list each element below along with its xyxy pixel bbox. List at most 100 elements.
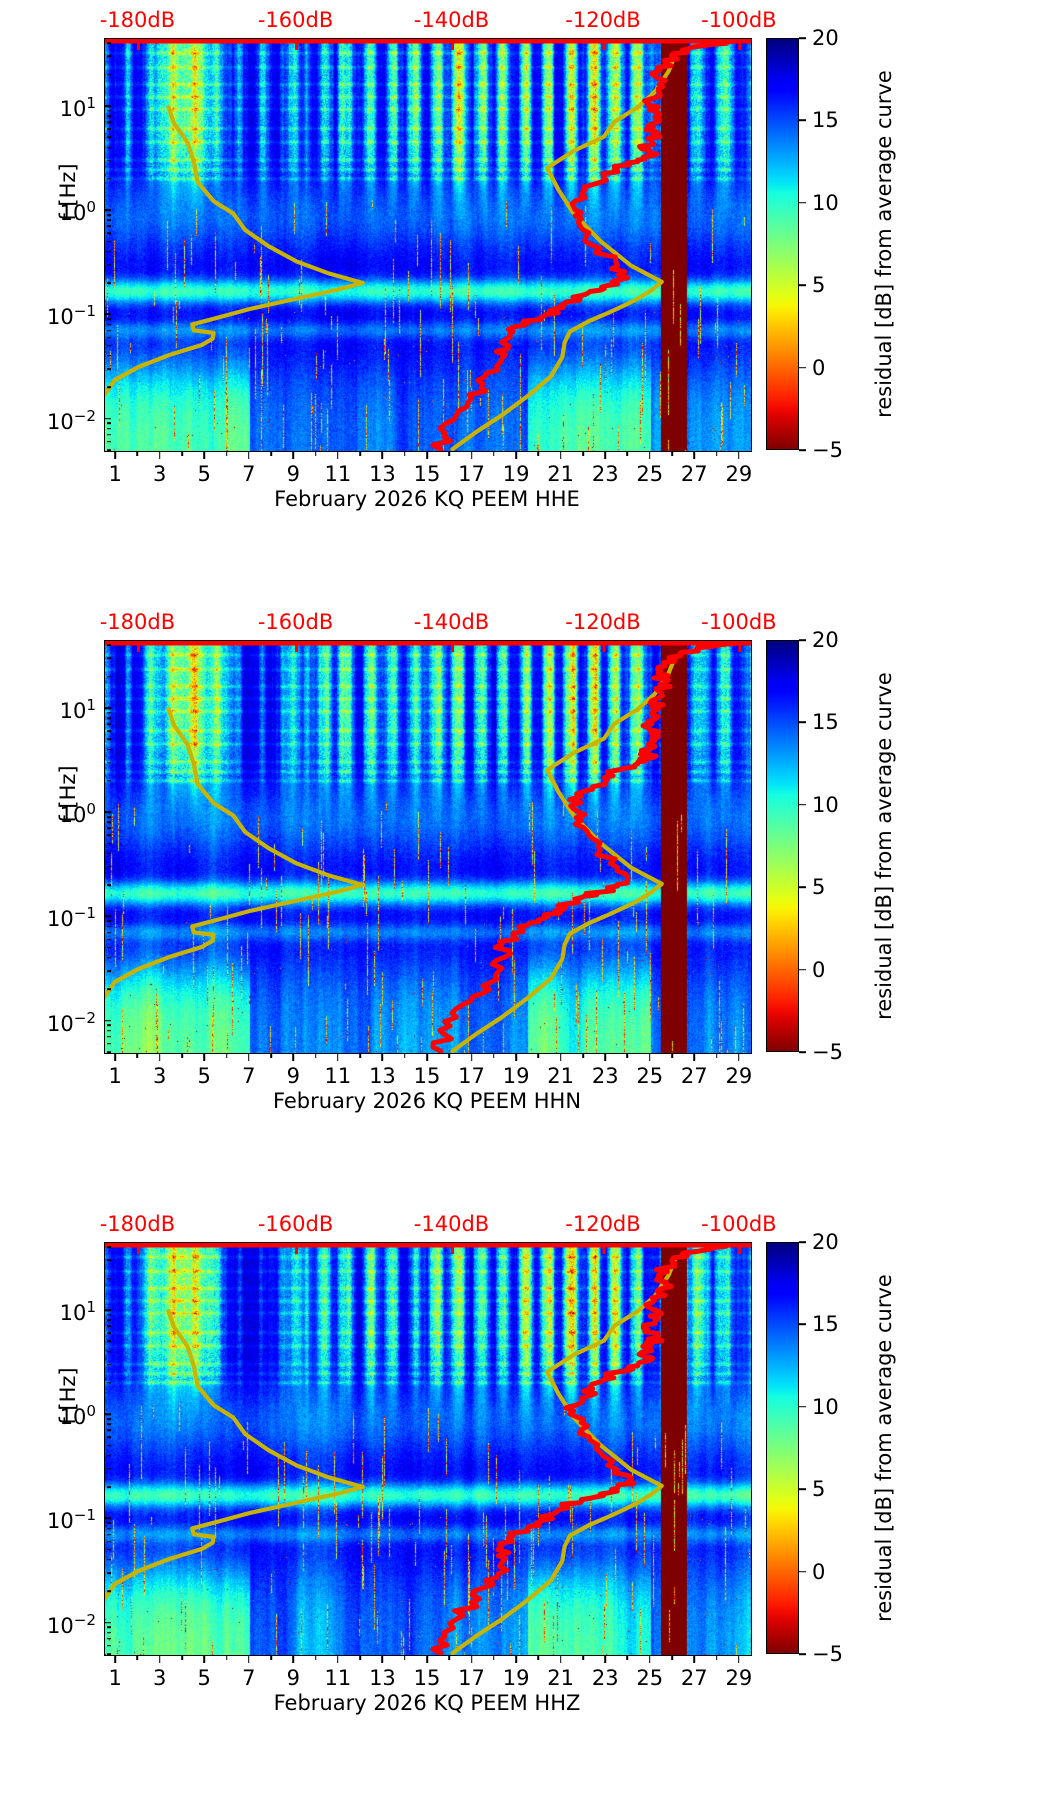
colorbar-0: residual [dB] from average curve 20 15 10 5… — [766, 27, 996, 461]
x-axis-tick-label: 7 — [242, 1064, 256, 1088]
x-axis-tick-mark — [203, 1656, 206, 1663]
x-axis-tick-label: 27 — [680, 1064, 708, 1088]
y-axis-minor-tick — [107, 178, 111, 180]
x-axis-tick-mark — [114, 1656, 116, 1663]
x-axis-tick-mark — [693, 452, 696, 459]
x-axis-tick-label: 11 — [324, 1666, 352, 1690]
x-axis-minor-tick — [359, 1656, 361, 1660]
y-axis-minor-tick — [107, 748, 111, 751]
x-axis-tick-label: 15 — [413, 462, 441, 486]
x-axis-tick-mark — [337, 1054, 339, 1061]
y-axis-minor-tick — [107, 644, 111, 647]
y-axis-minor-tick — [107, 780, 111, 782]
y-axis-minor-tick — [107, 232, 111, 235]
x-axis-title-2: February 2026 KQ PEEM HHZ — [273, 1691, 581, 1715]
y-axis-tick-mark — [104, 1019, 111, 1022]
y-axis-tick-mark — [104, 105, 111, 107]
y-axis-minor-tick — [107, 449, 111, 451]
y-axis-tick-label: 101 — [59, 1298, 96, 1326]
y-axis-minor-tick — [107, 821, 111, 824]
x-axis-tick-label: 1 — [108, 1064, 122, 1088]
colorbar-tick-label: 5 — [812, 1477, 826, 1502]
x-axis-minor-tick — [448, 1054, 451, 1058]
x-axis-tick-mark — [203, 452, 206, 459]
top-db-label: -100dB — [701, 610, 777, 634]
y-axis-minor-tick — [107, 931, 111, 934]
y-axis-minor-tick — [107, 1527, 111, 1530]
colorbar-tick-mark — [799, 1323, 806, 1326]
y-axis-minor-tick — [107, 1637, 111, 1640]
y-axis-minor-tick — [107, 427, 111, 430]
colorbar-tick-label: −5 — [812, 1642, 843, 1666]
y-axis-tick-mark — [104, 209, 111, 212]
y-axis-tick-label: 101 — [59, 94, 96, 122]
x-axis-minor-tick — [448, 452, 451, 456]
y-axis-minor-tick — [107, 128, 111, 130]
y-axis-minor-tick — [107, 110, 111, 112]
y-axis-minor-tick — [107, 1350, 111, 1353]
y-axis-minor-tick — [107, 1382, 111, 1384]
y-axis-minor-tick — [107, 1259, 111, 1262]
x-axis-tick-mark — [515, 1054, 517, 1061]
y-axis-minor-tick — [107, 1042, 111, 1045]
y-axis-minor-tick — [107, 146, 111, 149]
x-axis-tick-mark — [158, 1656, 161, 1663]
x-axis-tick-mark — [203, 1054, 206, 1061]
x-axis-minor-tick — [225, 452, 228, 456]
y-axis-minor-tick — [107, 675, 111, 678]
colorbar-label-2: residual [dB] from average curve — [872, 1274, 896, 1622]
y-axis-minor-tick — [107, 136, 111, 139]
x-axis-minor-tick — [403, 1054, 406, 1058]
x-axis-ticks-1: 1 3 5 7 9 11 13 15 17 19 21 23 25 27 29 — [104, 1054, 752, 1094]
spectrogram-canvas-1 — [105, 641, 751, 1053]
noise-model-low-curve — [105, 1308, 365, 1602]
y-axis-minor-tick — [107, 925, 111, 928]
x-axis-tick-label: 25 — [636, 462, 664, 486]
colorbar-tick-mark — [799, 366, 806, 369]
x-axis-tick-label: 11 — [324, 1064, 352, 1088]
x-axis-minor-tick — [626, 1054, 629, 1058]
y-axis-minor-tick — [107, 842, 111, 845]
x-axis-tick-label: 19 — [502, 1666, 530, 1690]
x-axis-tick-label: 5 — [197, 1064, 211, 1088]
y-axis-minor-tick — [107, 219, 111, 222]
y-axis-minor-tick — [107, 1429, 111, 1432]
colorbar-tick-label: 15 — [812, 710, 839, 735]
colorbar-tick-label: 15 — [812, 1312, 839, 1337]
x-axis-minor-tick — [270, 1656, 272, 1660]
y-axis-tick-mark — [104, 707, 111, 709]
colorbar-tick-label: 0 — [812, 355, 826, 380]
colorbar-tick-label: −5 — [812, 438, 843, 462]
colorbar-gradient-2 — [766, 1242, 799, 1654]
y-axis-minor-tick — [107, 336, 111, 339]
x-axis-tick-mark — [381, 452, 384, 459]
y-axis-ticks-1: 101 100 10−1 10−2 — [8, 640, 111, 1053]
x-axis-minor-tick — [448, 1656, 451, 1660]
x-axis-tick-mark — [247, 1656, 250, 1663]
x-axis-tick-label: 13 — [369, 1666, 396, 1690]
x-axis-tick-label: 5 — [197, 1666, 211, 1690]
y-axis-minor-tick — [107, 834, 111, 837]
top-db-label: -120dB — [565, 1212, 641, 1236]
colorbar-tick-mark — [799, 1653, 806, 1655]
noise-model-high-curve — [450, 654, 678, 1053]
noise-model-low-curve — [105, 104, 365, 398]
y-axis-minor-tick — [107, 1029, 111, 1032]
colorbar-tick-label: 5 — [812, 273, 826, 298]
x-axis-tick-mark — [158, 452, 161, 459]
y-axis-minor-tick — [107, 1314, 111, 1316]
y-axis-minor-tick — [107, 440, 111, 443]
y-axis-tick-mark — [104, 1413, 111, 1416]
y-axis-minor-tick — [107, 738, 111, 741]
x-axis-tick-mark — [337, 452, 339, 459]
y-axis-minor-tick — [107, 55, 111, 58]
y-axis-minor-tick — [107, 1590, 111, 1593]
y-axis-minor-tick — [107, 318, 111, 320]
x-axis-tick-mark — [648, 1656, 651, 1663]
x-axis-tick-mark — [515, 452, 517, 459]
x-axis-minor-tick — [403, 452, 406, 456]
y-axis-minor-tick — [107, 957, 111, 959]
colorbar-tick-label: −5 — [812, 1040, 843, 1064]
x-axis-tick-mark — [381, 1054, 384, 1061]
x-axis-tick-mark — [247, 452, 250, 459]
